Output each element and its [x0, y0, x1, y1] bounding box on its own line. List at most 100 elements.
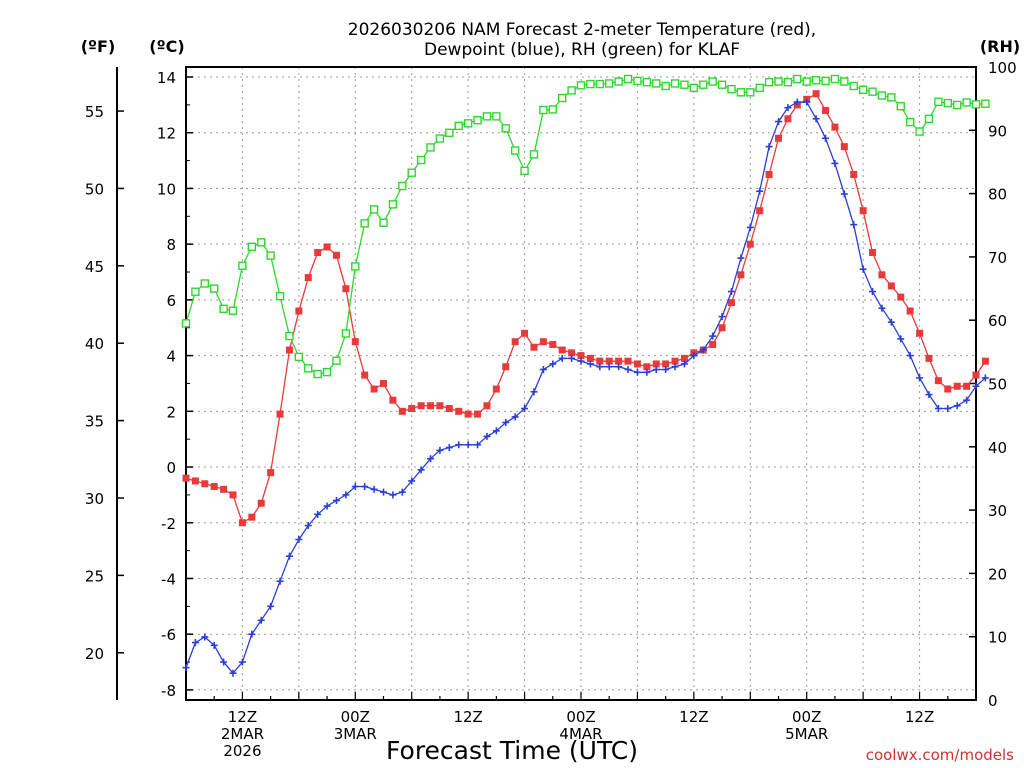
temperature-point — [248, 513, 256, 521]
rh-point — [576, 81, 586, 90]
dewpoint-point — [370, 485, 378, 493]
celsius-tick-label: 8 — [166, 236, 176, 254]
x-tick-label: 3MAR — [334, 725, 377, 743]
dewpoint-point — [427, 455, 435, 463]
temperature-point — [897, 293, 905, 301]
rh-point — [285, 331, 294, 341]
rh-point — [181, 319, 191, 328]
temperature-point — [210, 483, 218, 491]
rh-point — [858, 85, 868, 94]
rh-point — [821, 76, 830, 86]
unit-celsius-label: (ºC) — [149, 37, 184, 56]
temperature-point — [615, 357, 623, 365]
temperature-point — [191, 477, 199, 485]
temperature-point — [756, 207, 764, 215]
rh-point — [943, 98, 952, 108]
rh-point — [228, 306, 238, 315]
rh-point — [247, 242, 257, 251]
rh-point — [915, 127, 924, 136]
temperature-point — [351, 338, 359, 346]
rh-point — [351, 262, 360, 271]
temperature-point — [822, 106, 830, 114]
rh-point — [567, 86, 576, 95]
rh-tick-label: 50 — [988, 376, 1007, 394]
rh-point — [539, 105, 548, 115]
rh-point — [764, 77, 774, 87]
rh-point — [492, 112, 501, 121]
temperature-point — [464, 410, 472, 418]
rh-point — [840, 77, 849, 86]
temperature-point — [549, 340, 557, 348]
temperature-point — [775, 134, 782, 142]
rh-tick-label: 100 — [988, 59, 1017, 77]
dewpoint-point — [690, 352, 698, 360]
celsius-tick-label: 14 — [157, 69, 176, 87]
fahrenheit-tick-label: 30 — [85, 490, 104, 508]
temperature-point — [389, 396, 397, 404]
dewpoint-point — [380, 488, 387, 496]
rh-point — [275, 291, 285, 301]
dewpoint-point — [464, 441, 472, 449]
dewpoint-point — [530, 388, 538, 396]
temperature-point — [398, 407, 406, 415]
temperature-point — [455, 407, 463, 415]
dewpoint-point — [304, 522, 312, 530]
chart-title-line-1: 2026030206 NAM Forecast 2-meter Temperat… — [348, 20, 816, 40]
x-tick-label: 12Z — [453, 708, 482, 726]
rh-point — [407, 168, 416, 177]
rh-point — [661, 81, 670, 91]
rh-point — [623, 74, 633, 84]
celsius-tick-label: 2 — [166, 403, 176, 421]
x-tick-label: 00Z — [792, 708, 821, 726]
temperature-point — [680, 354, 688, 362]
rh-point — [868, 87, 877, 96]
dewpoint-point — [718, 313, 726, 321]
rh-point — [605, 79, 614, 88]
dewpoint-point — [220, 658, 228, 666]
rh-point — [294, 352, 304, 362]
temperature-point — [643, 363, 651, 371]
rh-point — [849, 81, 858, 91]
dewpoint-point — [549, 360, 557, 368]
temperature-point — [671, 357, 679, 365]
temperature-point — [709, 340, 717, 348]
rh-point — [191, 287, 200, 296]
rh-tick-label: 70 — [988, 249, 1007, 267]
x-axis-label: Forecast Time (UTC) — [386, 736, 638, 765]
rh-tick-label: 20 — [988, 565, 1007, 583]
dewpoint-point — [944, 405, 952, 413]
temperature-point — [859, 207, 867, 215]
x-tick-label: 00Z — [566, 708, 595, 726]
rh-point — [200, 279, 210, 288]
fahrenheit-tick-label: 25 — [85, 567, 104, 585]
dewpoint-point — [267, 602, 275, 610]
fahrenheit-tick-label: 45 — [85, 258, 104, 276]
dewpoint-point — [981, 374, 989, 382]
temperature-point — [474, 410, 482, 418]
celsius-tick-label: 12 — [157, 125, 176, 143]
fahrenheit-tick-label: 35 — [85, 413, 104, 431]
rh-point — [520, 166, 529, 176]
dewpoint-point — [323, 502, 331, 510]
temperature-point — [427, 402, 435, 410]
dewpoint-point — [916, 374, 924, 382]
rh-point — [680, 80, 689, 89]
rh-point — [529, 150, 539, 159]
rh-point — [981, 99, 990, 108]
temperature-point — [332, 251, 340, 259]
rh-point — [595, 79, 605, 89]
x-tick-label: 4MAR — [559, 725, 602, 743]
rh-point — [586, 79, 595, 89]
rh-point — [416, 155, 426, 165]
rh-point — [774, 77, 783, 86]
dewpoint-point — [577, 357, 585, 365]
dewpoint-point — [963, 396, 971, 404]
rh-point — [435, 134, 445, 143]
rh-point — [304, 364, 313, 373]
dewpoint-point — [765, 143, 773, 151]
celsius-tick-label: 6 — [166, 292, 176, 310]
dewpoint-point — [934, 405, 942, 413]
dewpoint-point — [812, 115, 820, 123]
temperature-point — [370, 385, 378, 393]
dewpoint-point — [887, 318, 895, 326]
